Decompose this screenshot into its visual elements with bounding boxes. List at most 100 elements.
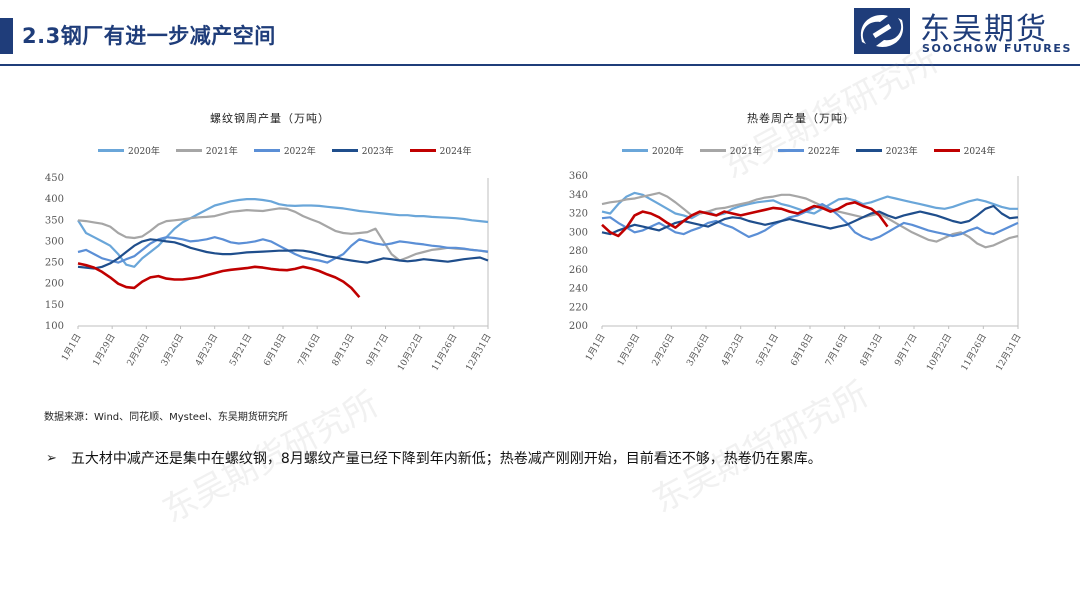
x-tick-label: 9月17日 [364, 332, 391, 368]
legend-label: 2021年 [205, 147, 238, 157]
y-tick-label: 280 [569, 246, 588, 257]
x-tick-label: 10月22日 [395, 332, 425, 373]
bullet-text: 五大材中减产还是集中在螺纹钢，8月螺纹产量已经下降到年内新低；热卷减产刚刚开始，… [70, 451, 822, 467]
y-tick-label: 240 [569, 284, 588, 295]
x-tick-label: 6月18日 [788, 332, 815, 368]
series-line-2024 [77, 262, 361, 299]
legend-item: 2024年 [933, 144, 996, 157]
legend-label: 2023年 [361, 147, 394, 157]
y-tick-label: 200 [45, 279, 64, 290]
x-tick-label: 4月23日 [193, 332, 220, 368]
watermark: 东吴期货研究所 [646, 374, 876, 522]
chart-plot: 200 220 240 260 280 300 320 340 360 1月1日 1月29日 2月26… [569, 171, 1024, 373]
chart-legend: 2020年 2021年 2022年 2023年 2024年 [622, 144, 996, 157]
legend-item: 2022年 [777, 144, 840, 157]
chart-legend: 2020年 2021年 2022年 2023年 2024年 [98, 144, 472, 157]
logo-english-name: SOOCHOW FUTURES [922, 42, 1073, 55]
legend-item: 2020年 [98, 144, 160, 157]
x-tick-label: 1月29日 [91, 332, 118, 368]
legend-swatch [253, 149, 280, 152]
x-tick-label: 2月26日 [650, 332, 677, 368]
legend-label: 2022年 [807, 147, 840, 157]
series-line-2023 [77, 238, 489, 270]
legend-swatch [699, 149, 726, 152]
chart-title: 螺纹钢周产量（万吨） [210, 112, 330, 125]
legend-swatch [98, 149, 124, 152]
source-note: 数据来源：Wind、同花顺、Mysteel、东吴期货研究所 [44, 412, 288, 423]
chart-hot-rolled-coil: 热卷周产量（万吨） 2020年 2021年 2022年 2023年 2024年 200 2… [566, 100, 1036, 390]
legend-item: 2022年 [253, 144, 316, 157]
x-tick-label: 3月26日 [684, 332, 711, 368]
series-line-2022 [601, 202, 1019, 241]
legend-label: 2024年 [963, 147, 996, 157]
x-tick-label: 12月31日 [464, 332, 494, 373]
logo-chinese-name: 东吴期货 [920, 12, 1048, 47]
x-tick-label: 9月17日 [892, 332, 919, 368]
x-tick-label: 10月22日 [924, 332, 954, 373]
y-tick-label: 220 [569, 302, 588, 313]
y-tick-label: 300 [45, 236, 64, 247]
x-tick-label: 1月1日 [583, 332, 607, 363]
y-tick-label: 300 [569, 227, 588, 238]
chart-plot: 100 150 200 250 300 350 400 450 1月1日 1月29日 2月26日 3月… [45, 173, 494, 373]
x-tick-label: 8月13日 [330, 332, 357, 368]
x-tick-label: 2月26日 [125, 332, 152, 368]
series-line-2020 [601, 191, 1018, 220]
y-tick-label: 340 [569, 190, 588, 201]
legend-item: 2023年 [855, 144, 918, 157]
x-tick-label: 11月26日 [429, 332, 459, 373]
y-tick-label: 200 [569, 321, 588, 332]
y-tick-label: 260 [569, 265, 588, 276]
series-line-2022 [77, 236, 489, 264]
y-tick-label: 350 [45, 215, 64, 226]
x-tick-label: 3月26日 [159, 332, 186, 368]
legend-swatch [933, 149, 960, 152]
chart-rebar: 螺纹钢周产量（万吨） 2020年 2021年 2022年 2023年 2024年 100… [40, 100, 500, 390]
bullet-point: ➢ 五大材中减产还是集中在螺纹钢，8月螺纹产量已经下降到年内新低；热卷减产刚刚开… [46, 448, 822, 468]
y-tick-label: 360 [569, 171, 588, 182]
legend-swatch [622, 149, 648, 152]
legend-label: 2022年 [283, 147, 316, 157]
legend-label: 2024年 [439, 147, 472, 157]
x-tick-label: 7月16日 [823, 332, 850, 368]
x-tick-label: 11月26日 [959, 332, 989, 373]
legend-item: 2023年 [331, 144, 394, 157]
header-divider [0, 64, 1080, 66]
legend-label: 2023年 [885, 147, 918, 157]
legend-item: 2021年 [699, 144, 762, 157]
arrow-bullet-icon: ➢ [46, 450, 57, 466]
x-tick-label: 5月21日 [227, 332, 254, 368]
legend-swatch [855, 149, 882, 152]
legend-swatch [175, 149, 202, 152]
x-tick-label: 6月18日 [261, 332, 288, 368]
legend-label: 2020年 [128, 147, 160, 157]
page-title: 2.3钢厂有进一步减产空间 [22, 24, 276, 48]
x-tick-label: 4月23日 [719, 332, 746, 368]
chart-title: 热卷周产量（万吨） [747, 112, 855, 125]
y-tick-label: 250 [45, 258, 64, 269]
x-tick-label: 1月29日 [615, 332, 642, 368]
x-tick-label: 12月31日 [994, 332, 1024, 373]
y-tick-label: 400 [45, 194, 64, 205]
legend-item: 2024年 [409, 144, 472, 157]
x-tick-label: 7月16日 [296, 332, 323, 368]
title-accent-block [0, 18, 13, 54]
x-tick-label: 1月1日 [59, 332, 83, 363]
series-line-2020 [77, 197, 489, 268]
logo-mark-icon [854, 8, 910, 54]
legend-item: 2020年 [622, 144, 684, 157]
legend-swatch [409, 149, 436, 152]
legend-swatch [777, 149, 804, 152]
legend-label: 2020年 [652, 147, 684, 157]
y-tick-label: 150 [45, 300, 64, 311]
legend-swatch [331, 149, 358, 152]
x-tick-label: 8月13日 [858, 332, 885, 368]
y-tick-label: 320 [569, 209, 588, 220]
x-tick-label: 5月21日 [754, 332, 781, 368]
legend-label: 2021年 [729, 147, 762, 157]
y-tick-label: 450 [45, 173, 64, 184]
y-tick-label: 100 [45, 321, 64, 332]
header-bar: 2.3钢厂有进一步减产空间 东吴期货 SOOCHOW FUTURES [0, 0, 1080, 68]
company-logo: 东吴期货 SOOCHOW FUTURES [852, 4, 1078, 58]
series-line-2021 [77, 207, 489, 262]
